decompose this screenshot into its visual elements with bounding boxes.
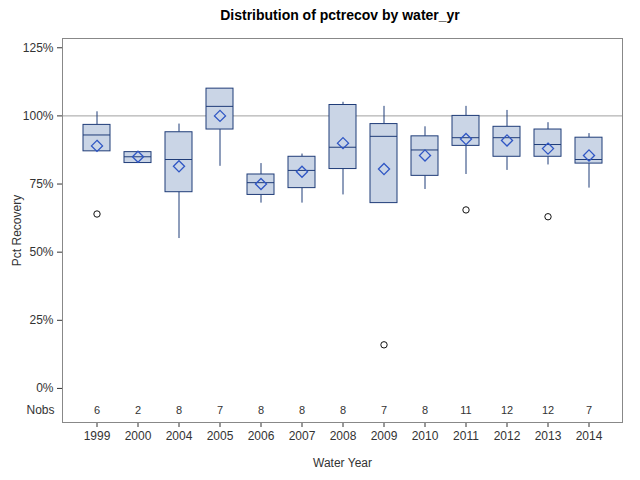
svg-text:0%: 0% (36, 381, 54, 395)
svg-text:Pct Recovery: Pct Recovery (10, 195, 24, 266)
svg-text:2006: 2006 (248, 429, 275, 443)
svg-text:2005: 2005 (207, 429, 234, 443)
svg-text:12: 12 (542, 404, 554, 416)
svg-text:7: 7 (217, 404, 223, 416)
svg-text:100%: 100% (23, 109, 54, 123)
svg-text:2009: 2009 (371, 429, 398, 443)
svg-text:8: 8 (258, 404, 264, 416)
svg-text:8: 8 (340, 404, 346, 416)
svg-text:25%: 25% (29, 313, 53, 327)
svg-text:2: 2 (135, 404, 141, 416)
svg-text:Nobs: Nobs (26, 403, 54, 417)
svg-text:50%: 50% (29, 245, 53, 259)
svg-text:Water Year: Water Year (313, 456, 372, 470)
svg-text:2013: 2013 (535, 429, 562, 443)
svg-text:6: 6 (94, 404, 100, 416)
svg-text:75%: 75% (29, 177, 53, 191)
svg-text:7: 7 (586, 404, 592, 416)
svg-text:8: 8 (422, 404, 428, 416)
svg-text:2004: 2004 (166, 429, 193, 443)
svg-text:7: 7 (381, 404, 387, 416)
svg-text:11: 11 (460, 404, 471, 416)
svg-text:2007: 2007 (289, 429, 316, 443)
svg-text:2008: 2008 (330, 429, 357, 443)
svg-text:2011: 2011 (453, 429, 479, 443)
svg-text:1999: 1999 (84, 429, 111, 443)
svg-text:8: 8 (176, 404, 182, 416)
svg-text:8: 8 (299, 404, 305, 416)
svg-text:2014: 2014 (576, 429, 603, 443)
svg-text:125%: 125% (23, 41, 54, 55)
svg-text:2010: 2010 (412, 429, 439, 443)
svg-text:2012: 2012 (494, 429, 521, 443)
svg-text:12: 12 (501, 404, 513, 416)
svg-text:2000: 2000 (125, 429, 152, 443)
html-text:Distribution of pctrecov by wa: Distribution of pctrecov by water_yr (220, 7, 460, 23)
